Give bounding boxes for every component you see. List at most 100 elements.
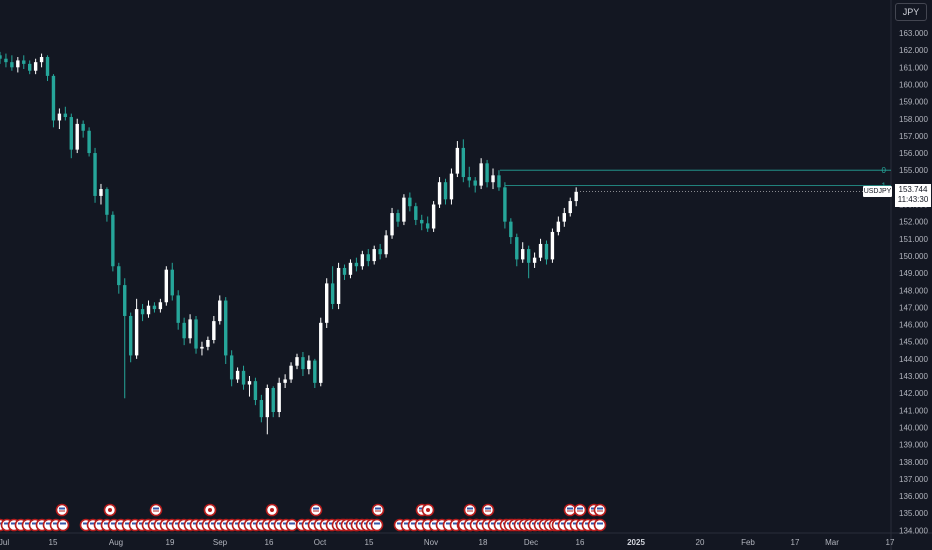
candle[interactable] <box>170 262 174 301</box>
candle[interactable] <box>277 377 281 418</box>
event-flag-icon[interactable] <box>593 503 607 517</box>
candle[interactable] <box>134 298 139 359</box>
candle[interactable] <box>443 178 448 205</box>
candle[interactable] <box>532 252 537 268</box>
candle[interactable] <box>33 58 38 75</box>
candle[interactable] <box>295 353 299 370</box>
event-flag-icon[interactable] <box>481 503 495 517</box>
candle[interactable] <box>224 297 228 364</box>
candle[interactable] <box>461 139 466 183</box>
event-close-icon[interactable] <box>203 503 217 517</box>
candle[interactable] <box>354 257 359 272</box>
candle[interactable] <box>93 147 97 203</box>
candle[interactable] <box>301 351 305 376</box>
candle[interactable] <box>396 209 400 227</box>
candle[interactable] <box>146 300 151 318</box>
candle[interactable] <box>75 118 79 154</box>
event-icon[interactable] <box>56 518 70 532</box>
candle[interactable] <box>158 298 163 313</box>
candle[interactable] <box>28 60 32 75</box>
candle[interactable] <box>69 113 73 159</box>
candle[interactable] <box>241 365 246 390</box>
candle[interactable] <box>200 341 204 356</box>
candle[interactable] <box>336 262 341 310</box>
candle[interactable] <box>164 266 169 306</box>
candle[interactable] <box>372 245 376 265</box>
candle[interactable] <box>182 317 186 346</box>
candle[interactable] <box>188 314 192 344</box>
candle[interactable] <box>194 315 198 354</box>
candle[interactable] <box>497 170 501 191</box>
candle[interactable] <box>128 312 133 363</box>
candle[interactable] <box>57 108 62 130</box>
candle[interactable] <box>402 194 406 226</box>
candle[interactable] <box>271 386 275 418</box>
candle[interactable] <box>378 243 382 260</box>
currency-label[interactable]: JPY <box>895 3 927 21</box>
candle[interactable] <box>212 315 216 344</box>
event-flag-icon[interactable] <box>463 503 477 517</box>
candle[interactable] <box>259 394 264 423</box>
candle[interactable] <box>556 216 561 236</box>
candle[interactable] <box>473 177 477 193</box>
event-close-icon[interactable] <box>421 503 435 517</box>
candle[interactable] <box>360 250 365 270</box>
candle[interactable] <box>152 302 157 313</box>
candle[interactable] <box>16 57 20 73</box>
candle[interactable] <box>39 53 44 68</box>
candle[interactable] <box>384 230 388 258</box>
event-flag-icon[interactable] <box>563 503 577 517</box>
candle[interactable] <box>408 192 412 212</box>
candle[interactable] <box>111 211 115 272</box>
candle[interactable] <box>390 207 394 239</box>
candle[interactable] <box>562 207 566 227</box>
candle[interactable] <box>123 278 127 399</box>
candle[interactable] <box>485 159 489 188</box>
candle[interactable] <box>253 377 258 406</box>
candle[interactable] <box>538 238 543 262</box>
candle[interactable] <box>330 266 335 310</box>
candle[interactable] <box>206 336 210 351</box>
candle[interactable] <box>229 350 234 387</box>
candle[interactable] <box>265 384 269 435</box>
event-icon[interactable] <box>593 518 607 532</box>
candle[interactable] <box>319 317 323 387</box>
candle[interactable] <box>479 158 483 190</box>
event-flag-icon[interactable] <box>55 503 69 517</box>
candle[interactable] <box>449 168 454 205</box>
candle[interactable] <box>509 218 513 244</box>
candle[interactable] <box>4 53 8 68</box>
candle[interactable] <box>521 242 525 263</box>
candle[interactable] <box>218 295 222 325</box>
candle[interactable] <box>550 228 555 263</box>
candle[interactable] <box>425 216 430 232</box>
candle[interactable] <box>437 177 442 208</box>
candle[interactable] <box>348 259 353 279</box>
candle[interactable] <box>325 278 329 328</box>
event-flag-icon[interactable] <box>371 503 385 517</box>
candle[interactable] <box>307 355 311 375</box>
price-axis[interactable]: 134.000 135.000 136.000 137.000 138.000 139.0… <box>899 29 928 535</box>
candle[interactable] <box>366 249 370 267</box>
economic-events-group[interactable] <box>0 503 607 532</box>
candle[interactable] <box>176 290 180 330</box>
candle[interactable] <box>105 187 109 222</box>
candle[interactable] <box>45 55 50 82</box>
candle[interactable] <box>247 376 252 397</box>
candle[interactable] <box>574 187 578 207</box>
candle[interactable] <box>503 182 507 229</box>
candle[interactable] <box>63 106 68 121</box>
candle[interactable] <box>491 168 495 190</box>
candle[interactable] <box>544 240 549 265</box>
candle[interactable] <box>0 51 2 64</box>
candle[interactable] <box>10 55 14 71</box>
candle[interactable] <box>568 197 572 217</box>
candle[interactable] <box>99 183 103 205</box>
candle[interactable] <box>414 202 418 226</box>
time-axis[interactable]: Jul 15 Aug 19 Sep 16 Oct 15 Nov 18 Dec 16 2025 20 Feb 1… <box>0 538 895 547</box>
event-flag-icon[interactable] <box>309 503 323 517</box>
candle[interactable] <box>342 264 347 280</box>
candle[interactable] <box>420 214 424 231</box>
event-flag-icon[interactable] <box>573 503 587 517</box>
